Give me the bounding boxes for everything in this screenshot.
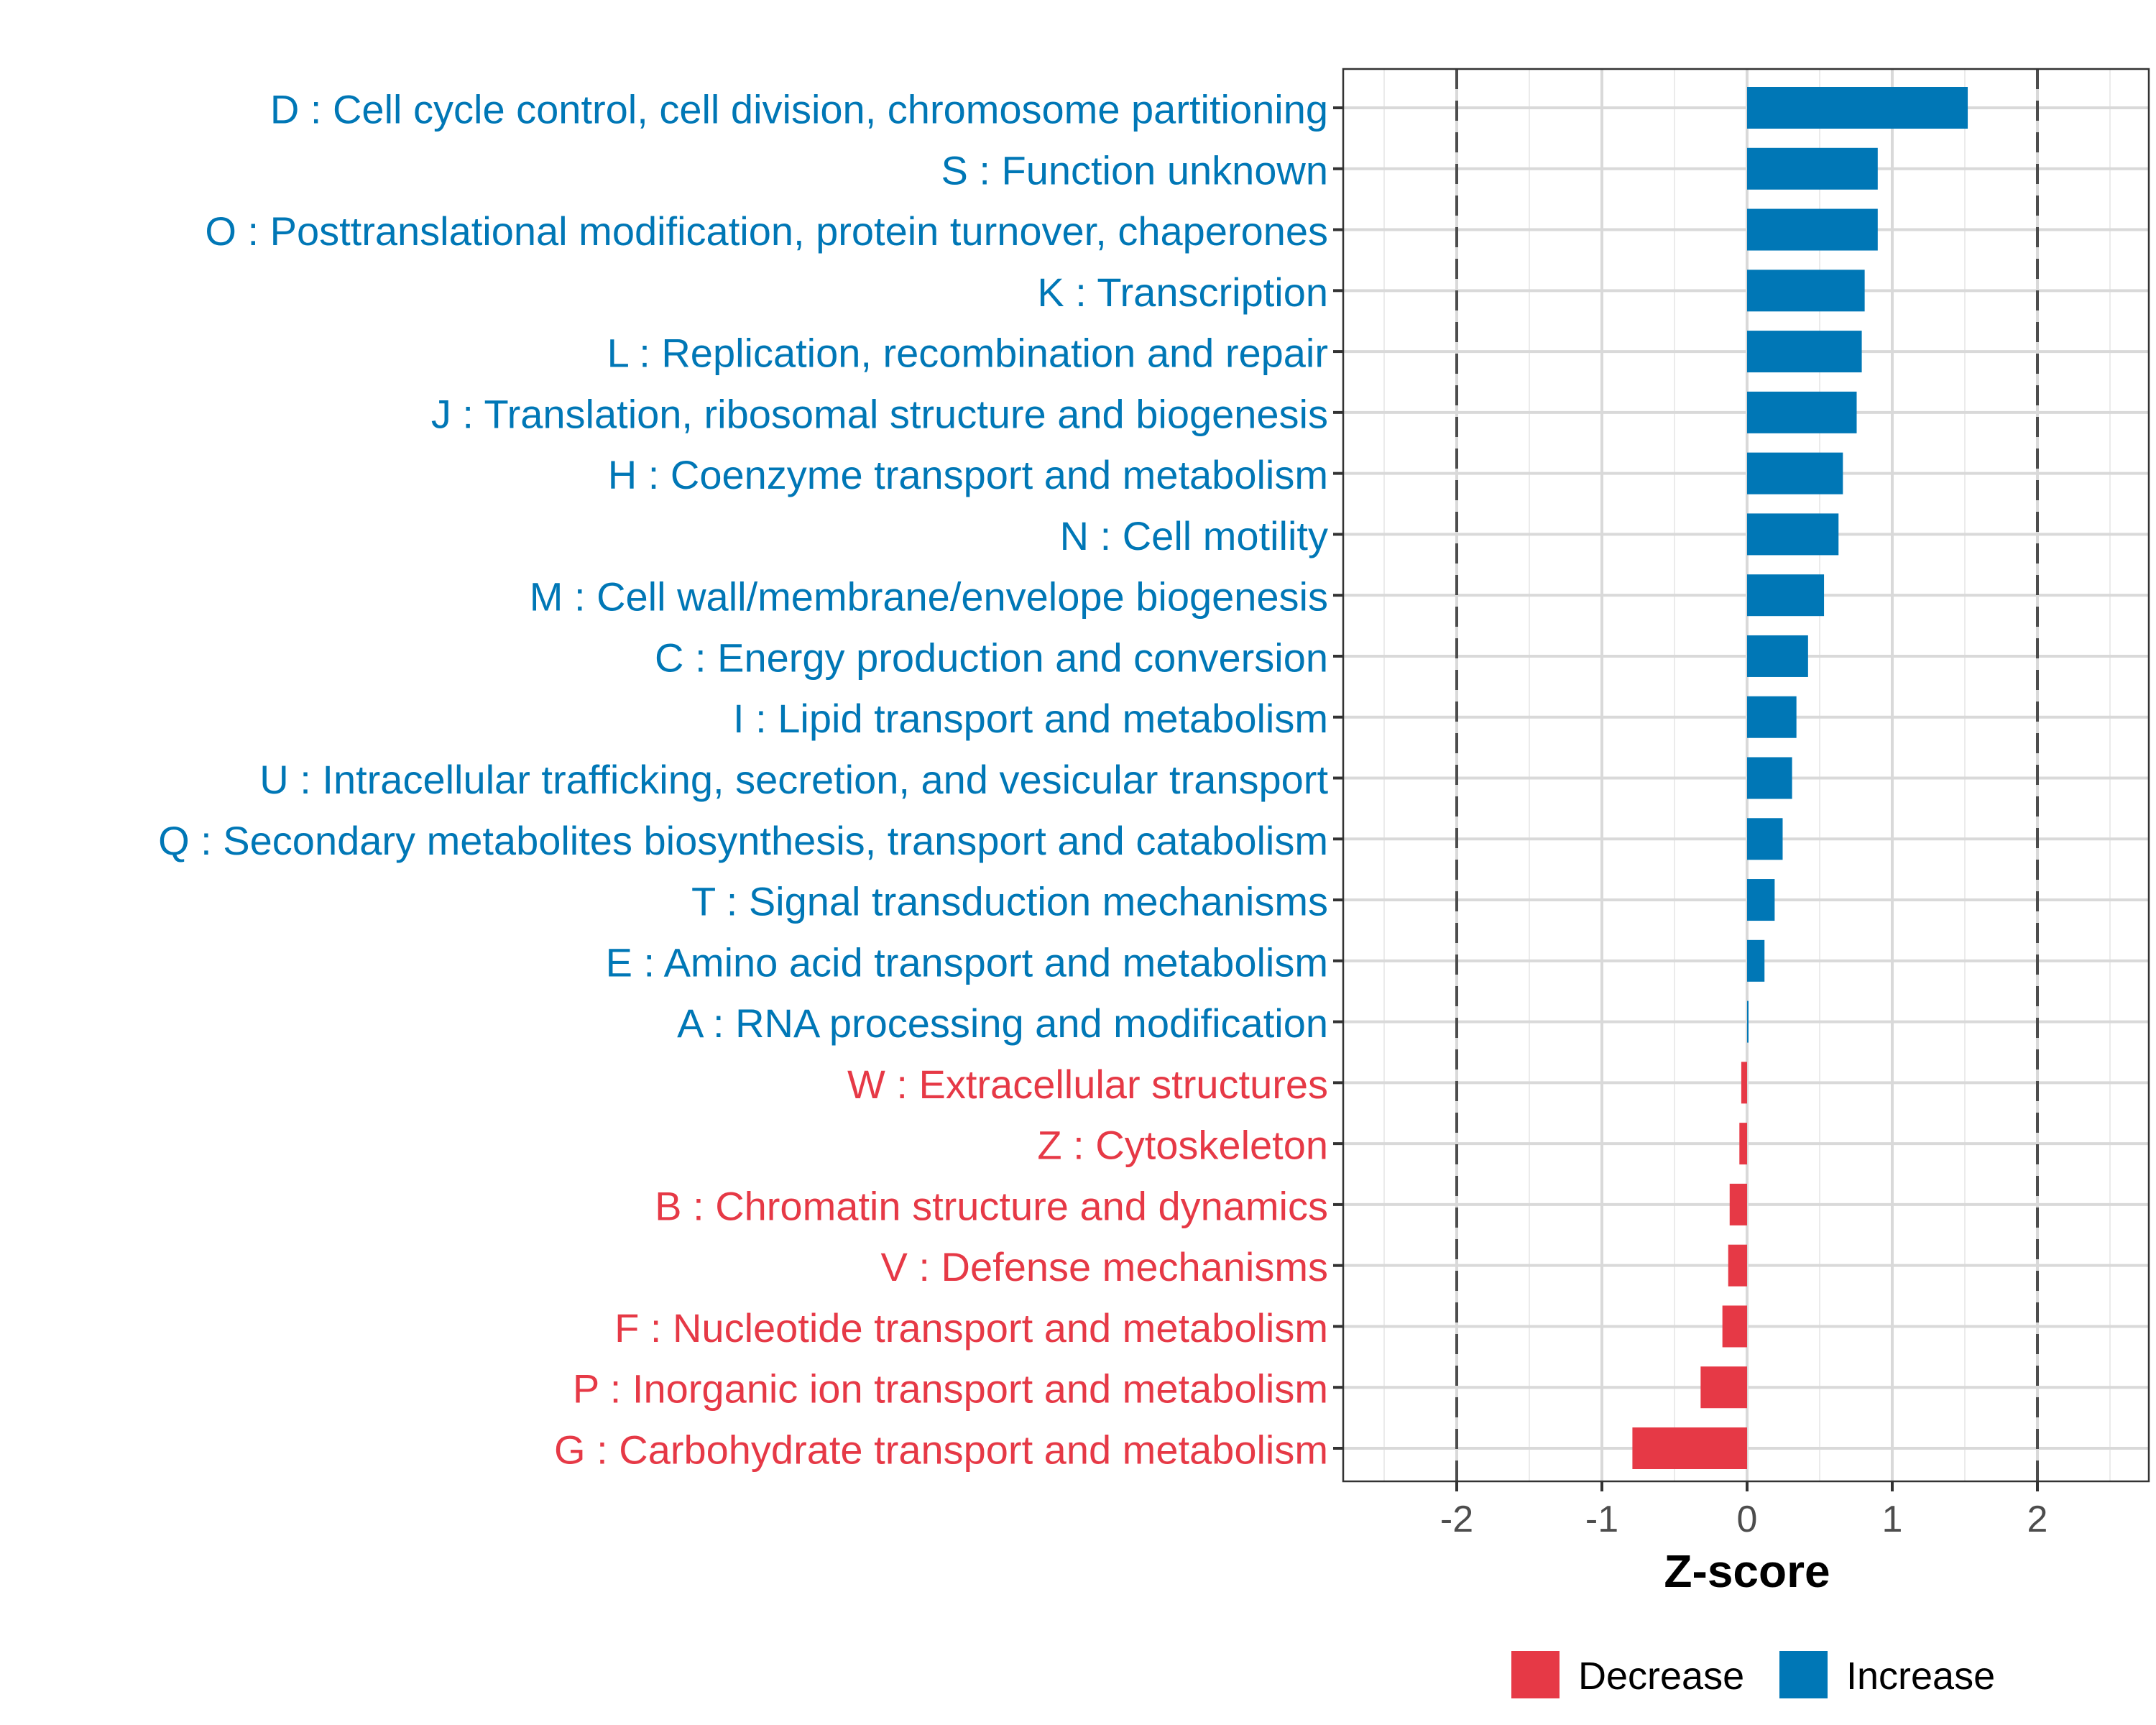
- x-axis-title: Z-score: [1664, 1545, 1830, 1597]
- x-tick-label: -1: [1585, 1499, 1618, 1540]
- x-tick-label: 2: [2027, 1499, 2048, 1540]
- legend-label-decrease: Decrease: [1578, 1655, 1744, 1698]
- reference-lines: [1455, 69, 2039, 1481]
- category-label: G : Carbohydrate transport and metabolis…: [554, 1427, 1328, 1473]
- legend-label-increase: Increase: [1846, 1655, 1995, 1698]
- category-label: Z : Cytoskeleton: [1037, 1123, 1328, 1168]
- bar: [1747, 879, 1775, 921]
- bar: [1747, 939, 1765, 982]
- category-label: D : Cell cycle control, cell division, c…: [270, 87, 1328, 132]
- bar: [1747, 513, 1839, 556]
- category-label: B : Chromatin structure and dynamics: [655, 1183, 1328, 1228]
- category-label: M : Cell wall/membrane/envelope biogenes…: [530, 574, 1328, 620]
- bar: [1747, 818, 1783, 860]
- category-label: K : Transcription: [1037, 270, 1328, 315]
- category-label: H : Coenzyme transport and metabolism: [608, 452, 1328, 497]
- bar: [1747, 452, 1843, 494]
- category-label: A : RNA processing and modification: [677, 1000, 1328, 1046]
- category-label: F : Nucleotide transport and metabolism: [614, 1305, 1328, 1351]
- category-label: W : Extracellular structures: [847, 1062, 1328, 1107]
- bar: [1728, 1244, 1747, 1287]
- bar: [1747, 208, 1878, 251]
- bar: [1747, 147, 1878, 190]
- legend-key-decrease: [1511, 1651, 1560, 1698]
- bar: [1747, 635, 1808, 677]
- category-label: E : Amino acid transport and metabolism: [606, 939, 1328, 985]
- bar: [1741, 1062, 1747, 1104]
- bar: [1722, 1305, 1747, 1348]
- bar-layer: [1632, 87, 1968, 1469]
- bar: [1632, 1427, 1747, 1469]
- bar: [1739, 1123, 1747, 1165]
- category-label: L : Replication, recombination and repai…: [607, 331, 1328, 376]
- legend: Decrease Increase: [1511, 1651, 1995, 1698]
- category-label: N : Cell motility: [1060, 513, 1328, 558]
- bar: [1747, 391, 1857, 433]
- category-label: J : Translation, ribosomal structure and…: [431, 391, 1328, 436]
- bar: [1747, 331, 1862, 373]
- bar: [1729, 1183, 1747, 1225]
- category-label: Q : Secondary metabolites biosynthesis, …: [158, 818, 1328, 863]
- category-label: V : Defense mechanisms: [881, 1244, 1328, 1289]
- x-tick-label: 1: [1882, 1499, 1903, 1540]
- x-tick-label: 0: [1737, 1499, 1758, 1540]
- bar: [1747, 574, 1825, 617]
- axis-layer: -2 -1 0 1 2: [1333, 106, 2048, 1540]
- category-label: U : Intracellular trafficking, secretion…: [259, 757, 1328, 802]
- category-labels: D : Cell cycle control, cell division, c…: [158, 87, 1328, 1473]
- bar: [1747, 87, 1968, 129]
- category-label: P : Inorganic ion transport and metaboli…: [573, 1366, 1328, 1412]
- bar: [1700, 1366, 1747, 1409]
- bar: [1747, 270, 1865, 312]
- category-label: S : Function unknown: [941, 147, 1328, 193]
- category-label: C : Energy production and conversion: [655, 635, 1328, 680]
- category-label: O : Posttranslational modification, prot…: [205, 208, 1328, 254]
- bar: [1747, 696, 1797, 738]
- bar: [1747, 1000, 1749, 1043]
- category-label: T : Signal transduction mechanisms: [691, 879, 1328, 924]
- bar: [1747, 757, 1792, 799]
- category-label: I : Lipid transport and metabolism: [733, 696, 1328, 741]
- x-tick-label: -2: [1440, 1499, 1473, 1540]
- legend-key-increase: [1779, 1651, 1828, 1698]
